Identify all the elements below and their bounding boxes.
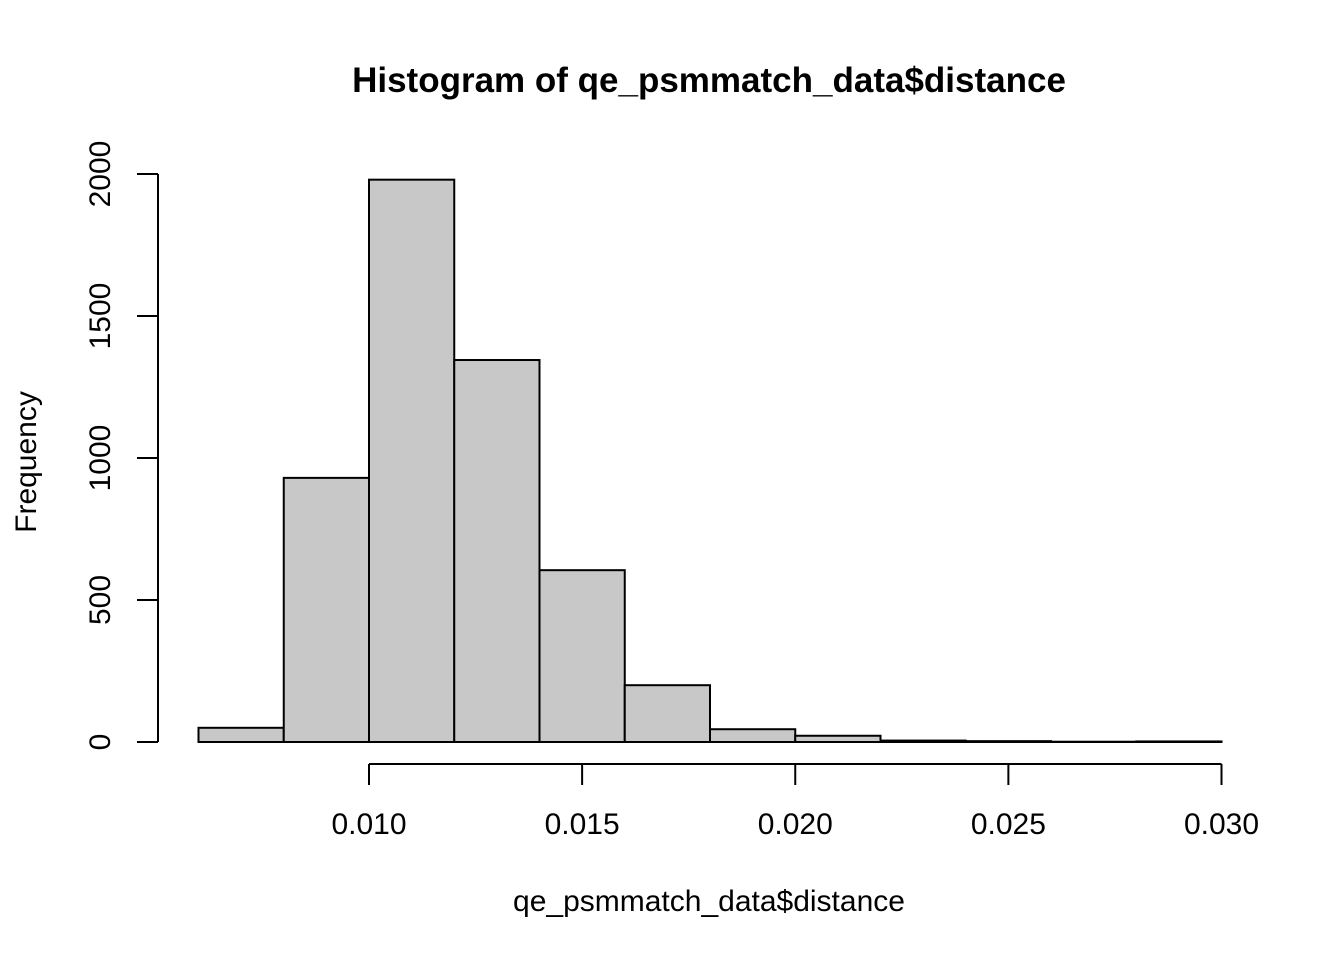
y-tick-label-0: 0: [84, 734, 117, 751]
histogram-bar-0: [197, 726, 285, 743]
y-tick-label-4: 2000: [84, 141, 117, 208]
y-axis: 0 500 1000 1500 2000: [84, 141, 159, 751]
x-tick-label-1: 0.015: [545, 808, 620, 841]
histogram-bar-3: [453, 359, 541, 743]
x-tick-label-0: 0.010: [331, 808, 406, 841]
y-tick-label-1: 500: [84, 575, 117, 625]
histogram-bar-8: [879, 739, 967, 744]
histogram-bar-1: [282, 476, 370, 743]
y-tick-label-2: 1000: [84, 425, 117, 492]
histogram-bar-11: [1135, 740, 1223, 744]
x-tick-label-2: 0.020: [758, 808, 833, 841]
x-axis-label: qe_psmmatch_data$distance: [513, 885, 905, 918]
histogram-bar-4: [538, 569, 626, 743]
histogram-bar-7: [794, 734, 882, 744]
histogram-bar-6: [709, 728, 797, 743]
histogram-bar-2: [368, 178, 456, 743]
x-tick-label-3: 0.025: [971, 808, 1046, 841]
y-tick-label-3: 1500: [84, 283, 117, 350]
y-axis-label: Frequency: [10, 391, 43, 533]
histogram-bar-5: [623, 684, 711, 744]
x-axis: 0.010 0.015 0.020 0.025 0.030: [331, 763, 1259, 841]
bars-group: [197, 178, 1223, 744]
chart-title: Histogram of qe_psmmatch_data$distance: [352, 61, 1066, 100]
histogram-bar-9: [964, 740, 1052, 744]
x-tick-label-4: 0.030: [1184, 808, 1259, 841]
